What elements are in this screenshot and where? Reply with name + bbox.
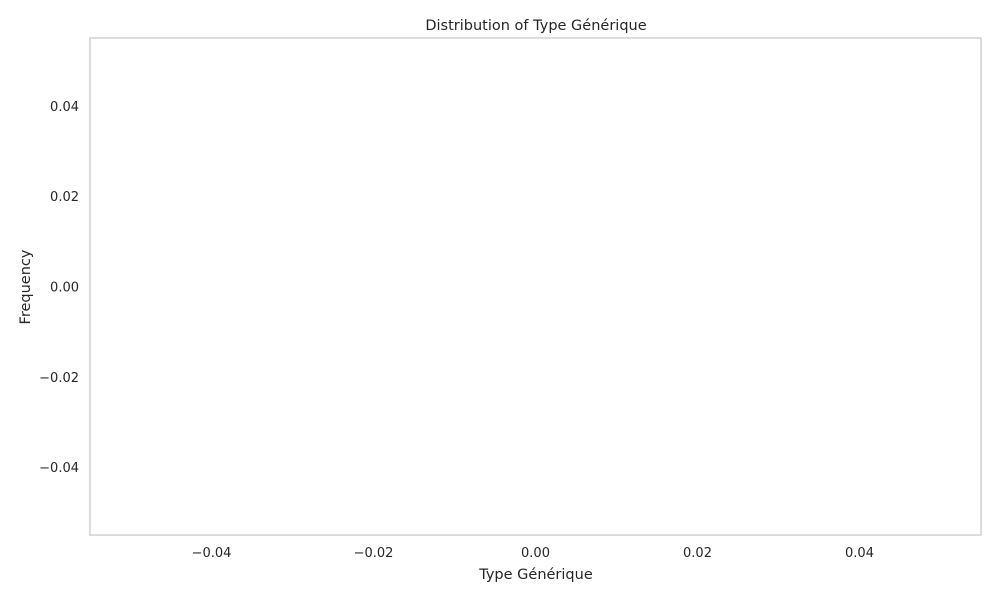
chart-title: Distribution of Type Générique bbox=[425, 18, 646, 34]
x-tick-label: −0.04 bbox=[192, 546, 232, 561]
x-tick-label: 0.00 bbox=[521, 546, 550, 561]
x-axis-label: Type Générique bbox=[478, 567, 593, 583]
y-tick-label: −0.02 bbox=[39, 371, 79, 386]
y-tick-label: 0.04 bbox=[50, 100, 79, 115]
x-tick-label: −0.02 bbox=[354, 546, 394, 561]
plot-border bbox=[89, 37, 982, 536]
y-tick-label: 0.00 bbox=[50, 281, 79, 296]
x-tick-labels: −0.04 −0.02 0.00 0.02 0.04 bbox=[192, 546, 874, 561]
y-axis-label: Frequency bbox=[18, 249, 34, 324]
x-tick-label: 0.04 bbox=[845, 546, 874, 561]
y-tick-label: 0.02 bbox=[50, 190, 79, 205]
y-tick-label: −0.04 bbox=[39, 461, 79, 476]
y-tick-labels: 0.04 0.02 0.00 −0.02 −0.04 bbox=[39, 100, 79, 476]
x-tick-label: 0.02 bbox=[683, 546, 712, 561]
